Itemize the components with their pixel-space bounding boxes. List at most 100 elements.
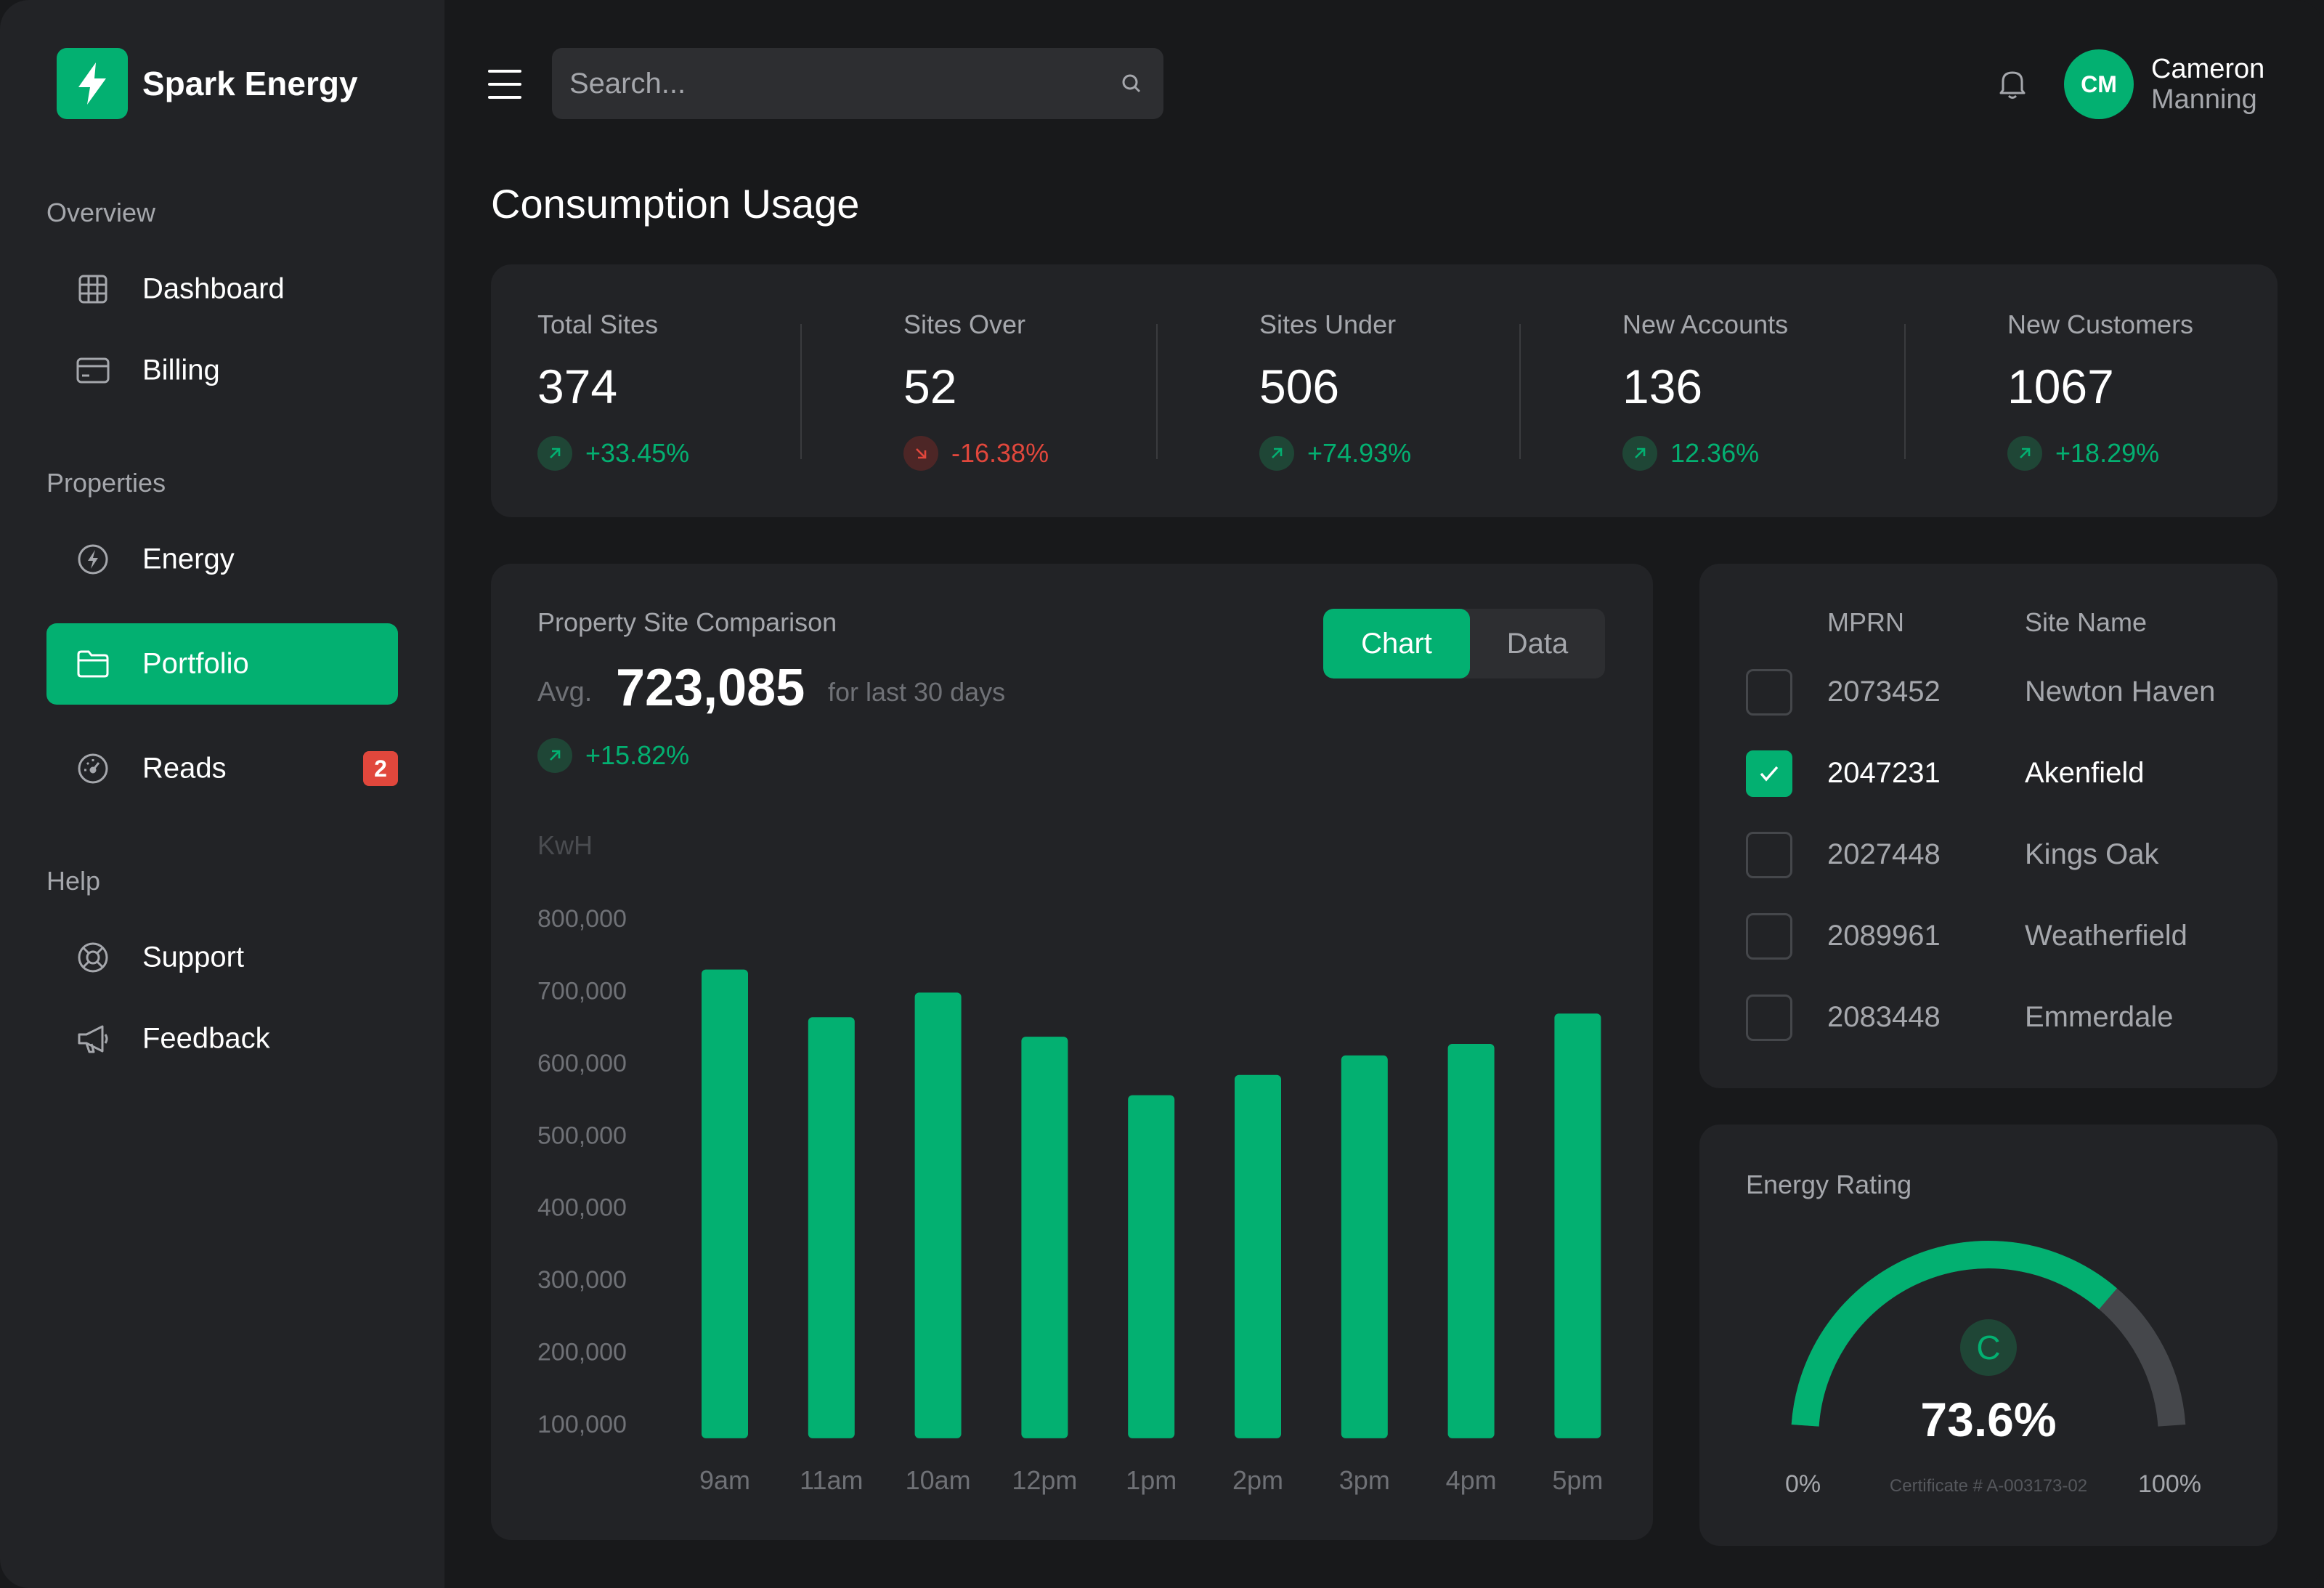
avg-label: Avg.: [537, 677, 593, 708]
arrow-down-right-icon: [903, 436, 938, 471]
sidebar-item-label: Feedback: [142, 1022, 270, 1055]
mprn-value: 2073452: [1827, 676, 1941, 708]
stat-change-value: +18.29%: [2055, 438, 2160, 468]
bar-10am[interactable]: [914, 992, 962, 1438]
sidebar-item-support[interactable]: Support: [46, 917, 398, 998]
row-checkbox[interactable]: [1746, 832, 1792, 878]
site-name: Newton Haven: [2025, 676, 2216, 708]
table-row[interactable]: 2089961 Weatherfield: [1699, 911, 2278, 962]
sidebar-item-billing[interactable]: Billing: [46, 330, 398, 411]
table-row[interactable]: 2027448 Kings Oak: [1699, 830, 2278, 880]
sidebar-item-label: Dashboard: [142, 272, 285, 305]
x-tick-label: 10am: [906, 1465, 971, 1495]
stat-value: 136: [1622, 360, 1703, 413]
y-tick-label: 200,000: [537, 1339, 627, 1366]
row-checkbox[interactable]: [1746, 669, 1792, 716]
stat-change: +33.45%: [537, 436, 689, 471]
credit-card-icon: [76, 353, 110, 388]
table-row[interactable]: 2047231 Akenfield: [1699, 748, 2278, 799]
stat-change-value: +74.93%: [1307, 438, 1412, 468]
chart-title: Property Site Comparison: [537, 607, 837, 637]
stats-card: Total Sites 374 +33.45% Sites Over 52 -1…: [491, 264, 2278, 517]
stat-divider: [800, 324, 802, 459]
bar-4pm[interactable]: [1447, 1044, 1495, 1438]
stat-label: Total Sites: [537, 309, 659, 339]
search-input[interactable]: [569, 48, 1078, 119]
mprn-value: 2027448: [1827, 838, 1941, 870]
sidebar-item-feedback[interactable]: Feedback: [46, 998, 398, 1079]
bar-5pm[interactable]: [1554, 1013, 1601, 1438]
menu-toggle-icon[interactable]: [488, 70, 521, 99]
folder-icon: [76, 647, 110, 681]
bar-11am[interactable]: [808, 1017, 855, 1438]
arrow-up-right-icon: [537, 436, 572, 471]
checkmark-icon: [1760, 766, 1779, 782]
x-tick-label: 3pm: [1339, 1465, 1390, 1495]
bolt-circle-icon: [76, 542, 110, 577]
mprn-value: 2047231: [1827, 757, 1941, 789]
avatar[interactable]: CM: [2064, 49, 2134, 119]
site-name-column-header: Site Name: [2025, 607, 2148, 637]
sidebar-item-reads[interactable]: Reads 2: [46, 728, 398, 809]
lifebuoy-icon: [76, 940, 110, 975]
section-title-help: Help: [46, 866, 101, 896]
row-checkbox[interactable]: [1746, 994, 1792, 1041]
sidebar-item-portfolio[interactable]: Portfolio: [46, 623, 398, 705]
page-title: Consumption Usage: [491, 181, 860, 227]
data-tab[interactable]: Data: [1506, 627, 1569, 660]
arrow-up-right-icon: [2007, 436, 2042, 471]
brand[interactable]: Spark Energy: [57, 48, 358, 119]
row-checkbox[interactable]: [1746, 913, 1792, 960]
bell-icon[interactable]: [1994, 65, 2031, 102]
stat-divider: [1904, 324, 1906, 459]
bar-9am[interactable]: [702, 969, 748, 1438]
sidebar-item-label: Reads: [142, 752, 227, 785]
view-toggle: Chart Data: [1323, 609, 1605, 678]
brand-name: Spark Energy: [142, 65, 358, 102]
certificate-number: Certificate # A-003173-02: [1889, 1476, 2088, 1496]
gauge-min-label: 0%: [1785, 1470, 1821, 1498]
stat-label: Sites Under: [1259, 309, 1397, 339]
lightning-bolt-logo-icon: [57, 48, 128, 119]
rating-title: Energy Rating: [1746, 1170, 1912, 1199]
y-tick-label: 300,000: [537, 1266, 627, 1294]
x-tick-label: 12pm: [1012, 1465, 1077, 1495]
bar-1pm[interactable]: [1128, 1095, 1175, 1438]
table-row[interactable]: 2073452 Newton Haven: [1699, 667, 2278, 718]
bar-12pm[interactable]: [1021, 1037, 1068, 1438]
x-tick-label: 4pm: [1446, 1465, 1497, 1495]
stat-label: New Accounts: [1622, 309, 1789, 339]
row-checkbox-checked[interactable]: [1746, 750, 1792, 797]
site-name: Kings Oak: [2025, 838, 2159, 870]
stat-change-value: 12.36%: [1670, 438, 1760, 468]
section-title-overview: Overview: [46, 198, 156, 227]
user-first-name[interactable]: Cameron: [2151, 54, 2265, 84]
site-name: Akenfield: [2025, 757, 2145, 789]
stat-change-value: +33.45%: [585, 438, 690, 468]
mprn-value: 2083448: [1827, 1001, 1941, 1033]
site-name: Emmerdale: [2025, 1001, 2174, 1033]
sidebar-item-dashboard[interactable]: Dashboard: [46, 248, 398, 330]
avg-value: 723,085: [616, 659, 805, 717]
bar-chart: KwH 800,000 700,000 600,000 500,000 400,000 30…: [537, 830, 1603, 1495]
sidebar-item-energy[interactable]: Energy: [46, 519, 398, 600]
gauge-max-label: 100%: [2138, 1470, 2201, 1498]
bar-2pm[interactable]: [1235, 1074, 1281, 1438]
user-last-name[interactable]: Manning: [2151, 84, 2257, 115]
reads-count-badge: 2: [363, 751, 398, 786]
chart-change-value: +15.82%: [585, 740, 690, 770]
stat-change: 12.36%: [1622, 436, 1759, 471]
sidebar-item-label: Energy: [142, 543, 235, 575]
table-row[interactable]: 2083448 Emmerdale: [1699, 992, 2278, 1043]
chart-tab[interactable]: Chart: [1323, 609, 1470, 678]
bar-3pm[interactable]: [1341, 1055, 1388, 1438]
site-name: Weatherfield: [2025, 920, 2187, 952]
y-tick-label: 700,000: [537, 977, 627, 1005]
search-icon[interactable]: [1118, 70, 1145, 97]
energy-rating-card: Energy Rating C 73.6% 0% Certificate # A…: [1699, 1125, 2278, 1546]
y-axis-label: KwH: [537, 830, 593, 860]
rating-percent: 73.6%: [1920, 1393, 2057, 1446]
stat-change: +74.93%: [1259, 436, 1411, 471]
x-tick-label: 9am: [699, 1465, 750, 1495]
